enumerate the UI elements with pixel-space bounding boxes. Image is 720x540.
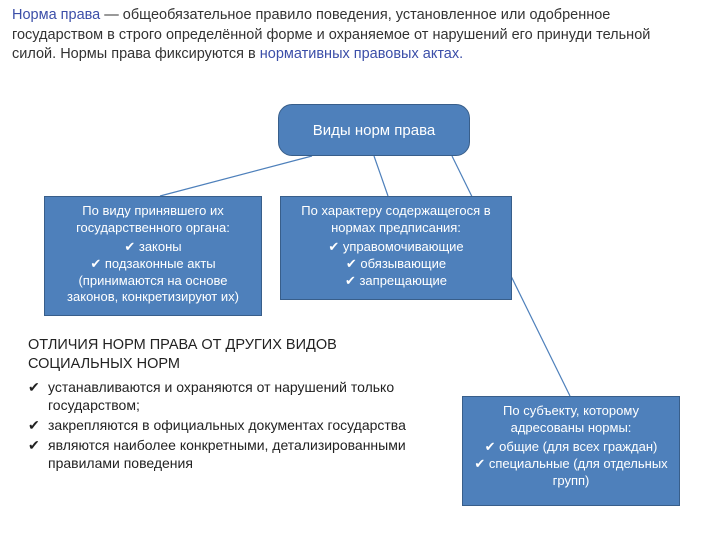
- child-node-by-organ: По виду принявшего их государственного о…: [44, 196, 262, 316]
- child-tail: (принимаются на основе законов, конкрети…: [53, 273, 253, 307]
- differences-title: ОТЛИЧИЯ НОРМ ПРАВА ОТ ДРУГИХ ВИДОВ СОЦИА…: [28, 336, 408, 374]
- child-node-by-content: По характеру содержащегося в нормах пред…: [280, 196, 512, 300]
- differences-list: устанавливаются и охраняются от нарушени…: [28, 378, 408, 473]
- child-items: управомочивающиеобязывающиезапрещающие: [328, 239, 463, 290]
- child-item: управомочивающие: [328, 239, 463, 256]
- differences-block: ОТЛИЧИЯ НОРМ ПРАВА ОТ ДРУГИХ ВИДОВ СОЦИА…: [28, 336, 408, 475]
- definition-link: нормативных правовых актах.: [260, 46, 463, 62]
- child-title: По характеру содержащегося в нормах пред…: [289, 203, 503, 237]
- root-label: Виды норм права: [313, 122, 435, 139]
- root-node: Виды норм права: [278, 104, 470, 156]
- child-item: общие (для всех граждан): [471, 439, 671, 456]
- differences-item: закрепляются в официальных документах го…: [28, 416, 408, 434]
- child-item: специальные (для отдельных групп): [471, 456, 671, 490]
- differences-item: устанавливаются и охраняются от нарушени…: [28, 378, 408, 414]
- definition-term: Норма права: [12, 7, 100, 23]
- child-items: законыподзаконные акты: [90, 239, 215, 273]
- child-item: запрещающие: [328, 273, 463, 290]
- child-title: По виду принявшего их государственного о…: [53, 203, 253, 237]
- child-item: обязывающие: [328, 256, 463, 273]
- child-item: законы: [90, 239, 215, 256]
- child-items: общие (для всех граждан)специальные (для…: [471, 439, 671, 490]
- child-node-by-subject: По субъекту, которому адресованы нормы:о…: [462, 396, 680, 506]
- definition-paragraph: Норма права — общеобязательное правило п…: [12, 6, 692, 65]
- differences-item: являются наиболее конкретными, детализир…: [28, 436, 408, 472]
- child-item: подзаконные акты: [90, 256, 215, 273]
- child-title: По субъекту, которому адресованы нормы:: [471, 403, 671, 437]
